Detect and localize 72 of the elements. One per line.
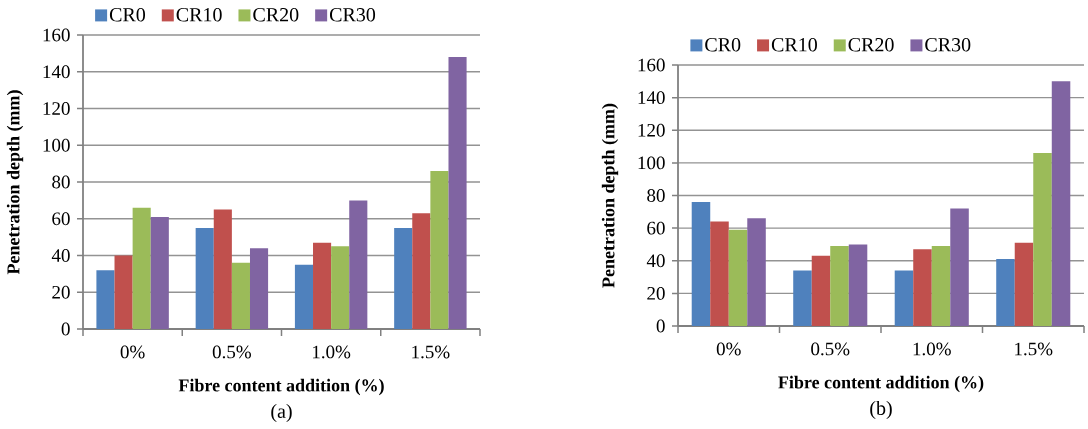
x-tick-label: 0% [120,345,145,359]
bar [231,262,250,329]
x-tick-label: 0.5% [811,342,850,356]
y-tick-label: 100 [638,156,665,170]
bar [331,246,350,329]
legend-label: CR20 [253,8,299,22]
x-tick-label: 1.0% [913,342,951,356]
bar [430,170,449,329]
bar [448,57,467,329]
x-axis-title: Fibre content addition (%) [778,375,984,393]
bar [249,248,269,329]
bar [150,216,169,329]
bar [1033,153,1052,326]
x-tick-label: 1.5% [1015,342,1053,356]
bar [811,255,831,326]
legend-label: CR0 [109,8,146,22]
legend-label: CR30 [925,38,971,52]
y-tick-label: 160 [43,28,70,42]
y-tick-label: 120 [638,123,665,137]
y-axis-title: Penetration depth (mm) [6,90,24,275]
bar [710,221,729,326]
bar [894,270,914,326]
bar [728,229,748,326]
y-tick-label: 80 [647,189,665,202]
bar [950,208,969,326]
bar [132,207,151,329]
x-tick-label: 0.5% [212,345,251,359]
bar [913,249,932,326]
y-tick-label: 20 [52,285,70,299]
bar [931,246,951,326]
y-tick-label: 0 [61,322,70,336]
y-tick-label: 160 [638,58,665,72]
x-axis-title: Fibre content addition (%) [178,378,384,396]
legend-label: CR30 [329,8,376,22]
y-tick-label: 40 [646,254,665,268]
x-tick-label: 1.0% [313,345,351,359]
y-tick-label: 60 [647,221,665,235]
y-tick-label: 60 [52,212,70,226]
text: (b) [870,400,892,420]
text: (a) [271,403,292,423]
bar [691,202,711,326]
bar [294,264,314,329]
bar [349,200,368,329]
bar [848,244,868,326]
y-tick-label: 140 [638,91,665,105]
legend-label: CR20 [848,38,894,52]
bar [213,209,232,329]
x-tick-label: 1.5% [412,345,450,359]
legend-label: CR10 [771,38,817,52]
y-tick-label: 40 [51,249,70,262]
bar [996,259,1015,326]
legend-label: CR10 [176,8,222,22]
y-tick-label: 80 [52,175,70,189]
legend-label: CR0 [705,38,741,52]
bar [793,270,812,326]
y-tick-label: 120 [43,102,70,115]
bar [1014,242,1034,326]
y-tick-label: 20 [647,286,665,300]
x-tick-label: 0% [716,342,741,356]
y-tick-label: 0 [656,319,665,333]
bar [313,242,332,329]
y-tick-label: 100 [43,138,70,152]
y-axis-title: Penetration depth (mm) [601,103,619,288]
bar [747,218,766,326]
y-tick-label: 140 [43,65,70,79]
bar [96,270,115,329]
bar [412,213,431,329]
bar [195,227,214,329]
bar [114,255,133,329]
bar [394,227,413,329]
bar [1051,81,1071,326]
bar [830,246,849,326]
